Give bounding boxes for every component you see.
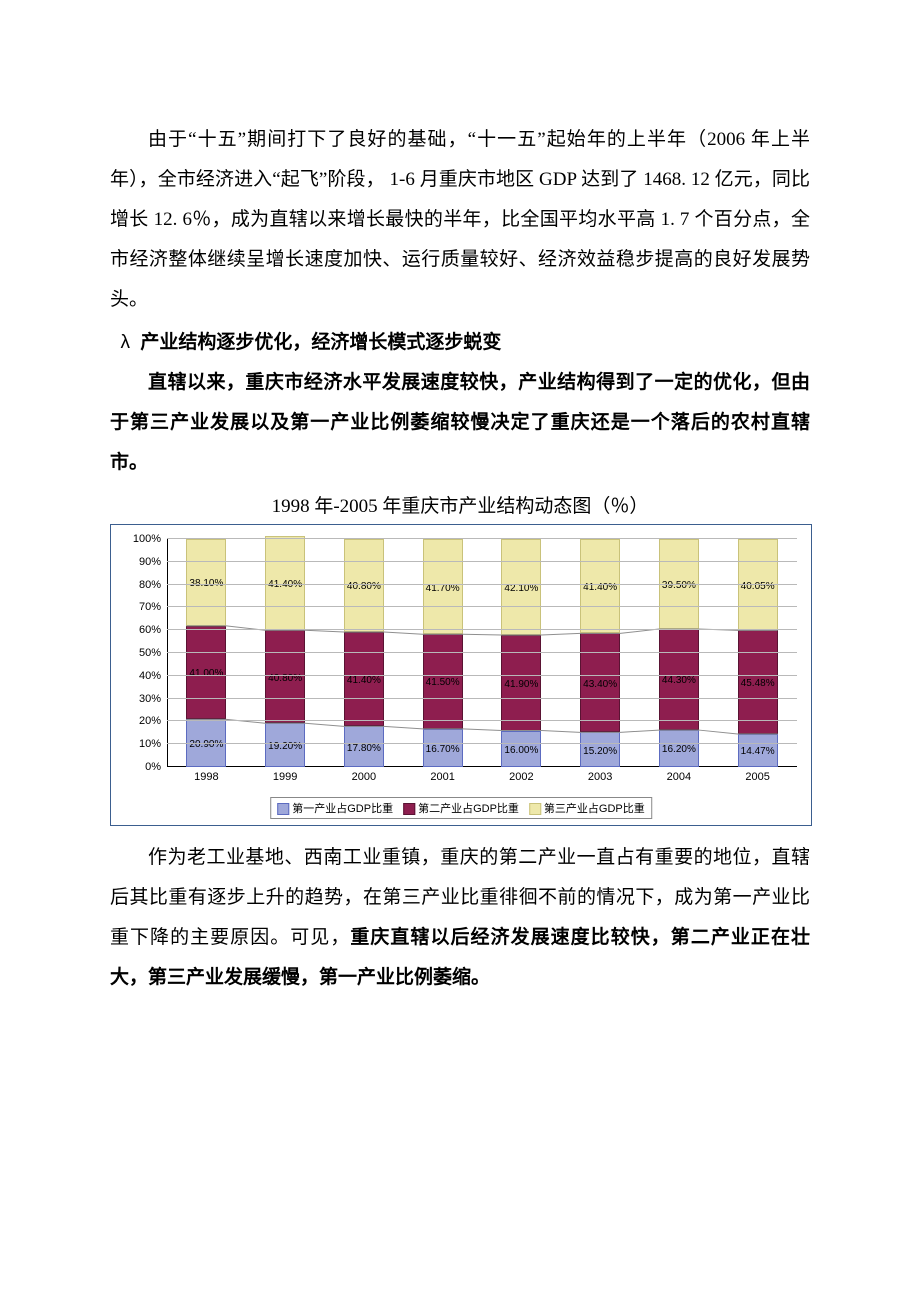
y-tick-label: 30%: [139, 693, 161, 705]
bar-segment: [738, 630, 778, 734]
bar-segment: [265, 630, 305, 723]
gridline: [167, 698, 797, 699]
paragraph-summary: 直辖以来，重庆市经济水平发展速度较快，产业结构得到了一定的优化，但由于第三产业发…: [110, 363, 810, 483]
y-tick-label: 20%: [139, 715, 161, 727]
y-tick-label: 10%: [139, 738, 161, 750]
bar-segment: [344, 539, 384, 632]
y-tick-label: 40%: [139, 670, 161, 682]
bar-segment: [580, 633, 620, 732]
bar-segment: [344, 726, 384, 767]
bar-segment: [501, 635, 541, 731]
bar-segment: [186, 539, 226, 626]
bar-segment: [344, 632, 384, 726]
legend-item: 第二产业占GDP比重: [403, 800, 519, 816]
gridline: [167, 743, 797, 744]
y-tick-label: 50%: [139, 647, 161, 659]
x-tick-label: 2005: [745, 771, 769, 783]
paragraph-conclusion: 作为老工业基地、西南工业重镇，重庆的第二产业一直占有重要的地位，直辖后其比重有逐…: [110, 838, 810, 998]
gridline: [167, 584, 797, 585]
legend-swatch: [403, 803, 415, 815]
legend-swatch: [277, 803, 289, 815]
chart-legend: 第一产业占GDP比重 第二产业占GDP比重 第三产业占GDP比重: [270, 797, 652, 819]
gridline: [167, 538, 797, 539]
chart-x-labels: 1998 1999 2000 2001 2002 2003 2004 2005: [167, 771, 797, 787]
chart-title: 1998 年-2005 年重庆市产业结构动态图（％）: [110, 491, 810, 518]
paragraph-intro: 由于“十五”期间打下了良好的基础，“十一五”起始年的上半年（2006 年上半年）…: [110, 120, 810, 319]
x-tick-label: 2001: [430, 771, 454, 783]
bar-segment: [659, 730, 699, 767]
x-tick-label: 2000: [352, 771, 376, 783]
gridline: [167, 652, 797, 653]
gridline: [167, 561, 797, 562]
gridline: [167, 629, 797, 630]
y-tick-label: 90%: [139, 556, 161, 568]
bullet-text: 产业结构逐步优化，经济增长模式逐步蜕变: [140, 323, 501, 363]
y-tick-label: 70%: [139, 601, 161, 613]
bar-segment: [738, 539, 778, 630]
chart-plot-area: 20.90%41.00%38.10%19.20%40.80%41.40%17.8…: [167, 539, 797, 767]
y-tick-label: 60%: [139, 624, 161, 636]
y-tick-label: 100%: [133, 533, 161, 545]
gridline: [167, 675, 797, 676]
gridline: [167, 720, 797, 721]
x-tick-label: 2003: [588, 771, 612, 783]
legend-label: 第一产业占GDP比重: [292, 803, 393, 815]
chart-bars: 20.90%41.00%38.10%19.20%40.80%41.40%17.8…: [167, 539, 797, 767]
bar-segment: [423, 539, 463, 634]
gridline: [167, 606, 797, 607]
bar-segment: [501, 539, 541, 635]
y-tick-label: 80%: [139, 579, 161, 591]
legend-label: 第二产业占GDP比重: [418, 803, 519, 815]
bullet-symbol: λ: [110, 323, 140, 363]
bar-segment: [659, 629, 699, 730]
legend-label: 第三产业占GDP比重: [544, 803, 645, 815]
y-tick-label: 0%: [145, 761, 161, 773]
legend-item: 第三产业占GDP比重: [529, 800, 645, 816]
bar-segment: [186, 626, 226, 719]
x-tick-label: 2004: [667, 771, 691, 783]
bar-segment: [265, 723, 305, 767]
bar-segment: [423, 634, 463, 729]
legend-swatch: [529, 803, 541, 815]
bar-segment: [501, 731, 541, 767]
bar-segment: [423, 729, 463, 767]
bar-segment: [580, 539, 620, 633]
bar-segment: [580, 732, 620, 767]
x-tick-label: 1999: [273, 771, 297, 783]
x-tick-label: 2002: [509, 771, 533, 783]
chart-y-axis: 0%10%20%30%40%50%60%70%80%90%100%: [111, 539, 167, 767]
bar-segment: [738, 734, 778, 767]
stacked-bar-chart: 0% 10% 20% 30% 40% 50% 60% 70% 80% 90% 100% 20.90%…: [110, 524, 812, 826]
bullet-heading: λ 产业结构逐步优化，经济增长模式逐步蜕变: [110, 323, 810, 363]
x-tick-label: 1998: [194, 771, 218, 783]
legend-item: 第一产业占GDP比重: [277, 800, 393, 816]
